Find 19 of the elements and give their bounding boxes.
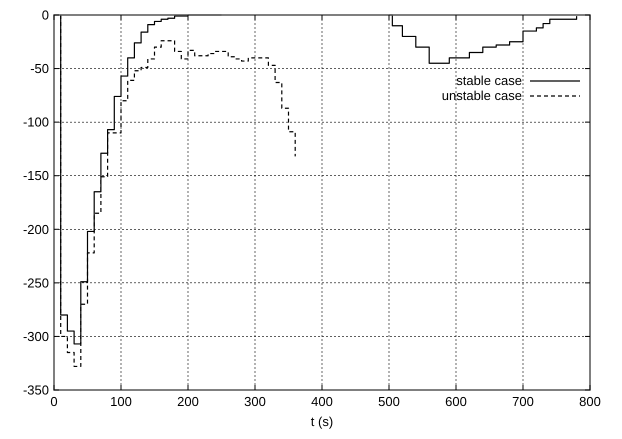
y-tick-label: -50 [30, 61, 49, 76]
x-tick-label: 100 [110, 394, 132, 409]
y-tick-label: -100 [22, 114, 49, 130]
x-tick-label: 200 [177, 394, 199, 409]
x-tick-label: 500 [378, 394, 400, 409]
y-tick-label: -350 [22, 382, 49, 398]
x-tick-label: 700 [512, 394, 534, 409]
x-axis-title: t (s) [310, 414, 334, 429]
x-tick-label: 300 [244, 394, 266, 409]
y-tick-label: -300 [22, 328, 49, 344]
y-tick-label: -150 [22, 168, 49, 184]
legend-label: stable case [456, 73, 522, 88]
x-tick-label: 800 [579, 394, 601, 409]
y-tick-label: 0 [42, 8, 49, 22]
x-tick-label: 600 [445, 394, 467, 409]
legend-label: unstable case [442, 88, 522, 103]
y-tick-label: -250 [22, 275, 49, 290]
x-tick-label: 400 [311, 394, 333, 409]
y-tick-label: -200 [22, 222, 49, 237]
